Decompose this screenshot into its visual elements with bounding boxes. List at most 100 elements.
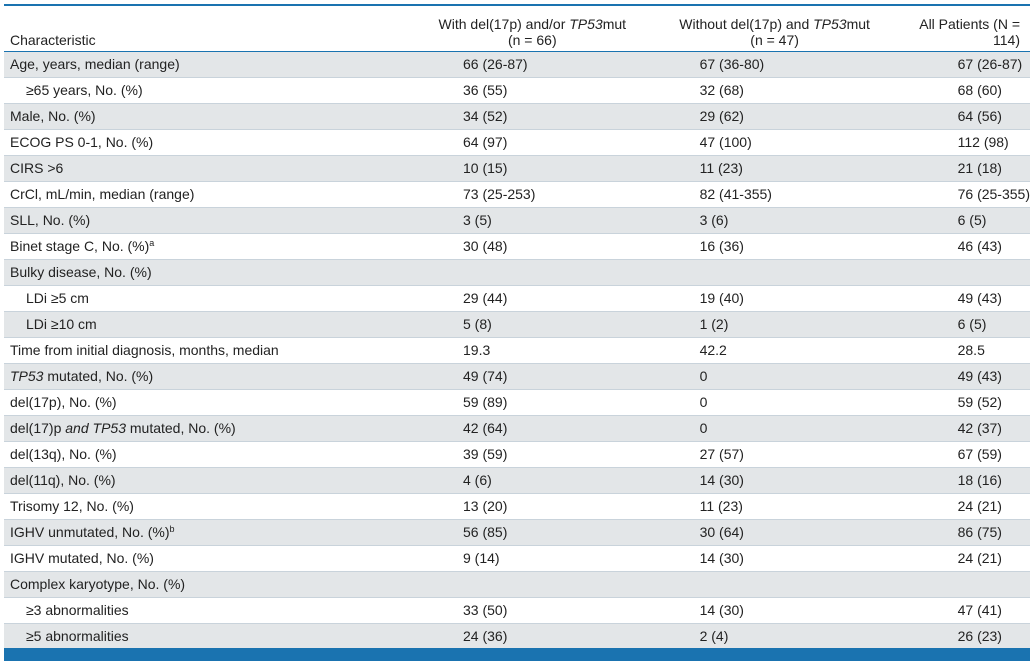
- cell-c3: [895, 571, 1030, 598]
- row-label-text: IGHV unmutated, No. (%): [10, 524, 170, 540]
- cell-c3: 64 (56): [895, 103, 1030, 130]
- row-label: del(11q), No. (%): [4, 467, 411, 494]
- row-label: SLL, No. (%): [4, 207, 411, 234]
- cell-c3: 21 (18): [895, 155, 1030, 182]
- cell-c3: 46 (43): [895, 233, 1030, 260]
- row-label-text: IGHV mutated, No. (%): [10, 550, 154, 566]
- cell-c1: 64 (97): [411, 129, 654, 156]
- cell-c1: 30 (48): [411, 233, 654, 260]
- table-row: IGHV unmutated, No. (%)b 56 (85) 30 (64) 86…: [4, 519, 1030, 546]
- row-label-text: Bulky disease, No. (%): [10, 264, 152, 280]
- table-row: ≥65 years, No. (%) 36 (55) 32 (68) 68 (60): [4, 77, 1030, 104]
- cell-c1: 10 (15): [411, 155, 654, 182]
- cell-c3: 42 (37): [895, 415, 1030, 442]
- row-label-text: Binet stage C, No. (%): [10, 238, 150, 254]
- table-row: Bulky disease, No. (%): [4, 259, 1030, 286]
- header-col1-text-b: mut: [602, 16, 627, 32]
- cell-c3: 6 (5): [895, 207, 1030, 234]
- cell-c1: 4 (6): [411, 467, 654, 494]
- row-label: del(17p), No. (%): [4, 389, 411, 416]
- header-all-patients: All Patients (N = 114): [895, 8, 1030, 52]
- table-row: del(11q), No. (%) 4 (6) 14 (30) 18 (16): [4, 467, 1030, 494]
- cell-c2: 2 (4): [653, 623, 896, 650]
- header-col2-n: (n = 47): [750, 32, 799, 48]
- row-label-text: Age, years, median (range): [10, 56, 180, 72]
- header-row: Characteristic With del(17p) and/or TP53…: [4, 8, 1030, 52]
- row-label-text: ECOG PS 0-1, No. (%): [10, 134, 154, 150]
- header-col1-text-a: With del(17p) and/or: [438, 16, 570, 32]
- cell-c1: 33 (50): [411, 597, 654, 624]
- cell-c2: 14 (30): [653, 597, 896, 624]
- row-label-text: LDi ≥10 cm: [26, 316, 97, 332]
- cell-c3: 28.5: [895, 337, 1030, 364]
- cell-c2: 67 (36-80): [653, 51, 896, 78]
- cell-c2: 30 (64): [653, 519, 896, 546]
- row-label: Complex karyotype, No. (%): [4, 571, 411, 598]
- cell-c2: 0: [653, 415, 896, 442]
- row-label-text: ≥5 abnormalities: [26, 628, 129, 644]
- cell-c3: 24 (21): [895, 493, 1030, 520]
- cell-c1: 24 (36): [411, 623, 654, 650]
- cell-c3: 26 (23): [895, 623, 1030, 650]
- row-label-text: Time from initial diagnosis, months, med…: [10, 342, 279, 358]
- row-label: Binet stage C, No. (%)a: [4, 233, 411, 260]
- row-label: Bulky disease, No. (%): [4, 259, 411, 286]
- row-label-text: mutated, No. (%): [125, 420, 236, 436]
- table-row: Binet stage C, No. (%)a 30 (48) 16 (36) 46 …: [4, 233, 1030, 260]
- table-row: LDi ≥5 cm 29 (44) 19 (40) 49 (43): [4, 285, 1030, 312]
- table-row: ≥3 abnormalities 33 (50) 14 (30) 47 (41): [4, 597, 1030, 624]
- cell-c3: 59 (52): [895, 389, 1030, 416]
- cell-c1: 3 (5): [411, 207, 654, 234]
- row-label-text: LDi ≥5 cm: [26, 290, 89, 306]
- cell-c2: 19 (40): [653, 285, 896, 312]
- header-characteristic: Characteristic: [4, 8, 411, 52]
- cell-c3: 86 (75): [895, 519, 1030, 546]
- cell-c1: 56 (85): [411, 519, 654, 546]
- cell-c2: 3 (6): [653, 207, 896, 234]
- row-label-text: ≥3 abnormalities: [26, 602, 129, 618]
- table-row: ≥5 abnormalities 24 (36) 2 (4) 26 (23): [4, 623, 1030, 650]
- cell-c2: 14 (30): [653, 545, 896, 572]
- cell-c2: 11 (23): [653, 155, 896, 182]
- table-row: TP53 mutated, No. (%) 49 (74) 0 49 (43): [4, 363, 1030, 390]
- cell-c3: 6 (5): [895, 311, 1030, 338]
- header-with-del17p: With del(17p) and/or TP53mut (n = 66): [411, 8, 654, 52]
- row-label-text: SLL, No. (%): [10, 212, 91, 228]
- cell-c1: [411, 571, 654, 598]
- row-label-text: CIRS >6: [10, 160, 64, 176]
- table-row: CrCl, mL/min, median (range) 73 (25-253) 8…: [4, 181, 1030, 208]
- cell-c1: 36 (55): [411, 77, 654, 104]
- cell-c3: 67 (59): [895, 441, 1030, 468]
- row-label: Time from initial diagnosis, months, med…: [4, 337, 411, 364]
- cell-c2: 11 (23): [653, 493, 896, 520]
- table-row: ECOG PS 0-1, No. (%) 64 (97) 47 (100) 112 (…: [4, 129, 1030, 156]
- header-col2-text-a: Without del(17p) and: [679, 16, 814, 32]
- bottom-rule: [4, 648, 1030, 661]
- cell-c3: 47 (41): [895, 597, 1030, 624]
- cell-c2: 47 (100): [653, 129, 896, 156]
- row-label: ≥3 abnormalities: [4, 597, 411, 624]
- header-without-del17p: Without del(17p) and TP53mut (n = 47): [653, 8, 896, 52]
- cell-c2: 0: [653, 389, 896, 416]
- row-label-text: Male, No. (%): [10, 108, 96, 124]
- row-label-text: Complex karyotype, No. (%): [10, 576, 186, 592]
- cell-c3: 24 (21): [895, 545, 1030, 572]
- top-rule: [4, 4, 1030, 6]
- footnote-marker: a: [149, 238, 155, 248]
- header-col1-n: (n = 66): [507, 32, 557, 48]
- row-label: Trisomy 12, No. (%): [4, 493, 411, 520]
- row-label-text: del(11q), No. (%): [10, 472, 116, 488]
- row-label: ≥5 abnormalities: [4, 623, 411, 650]
- row-label: CIRS >6: [4, 155, 411, 182]
- table-row: Time from initial diagnosis, months, med…: [4, 337, 1030, 364]
- table-row: Complex karyotype, No. (%): [4, 571, 1030, 598]
- row-label: CrCl, mL/min, median (range): [4, 181, 411, 208]
- table-row: del(13q), No. (%) 39 (59) 27 (57) 67 (59): [4, 441, 1030, 468]
- cell-c2: 14 (30): [653, 467, 896, 494]
- cell-c1: 34 (52): [411, 103, 654, 130]
- row-label-text: ≥65 years, No. (%): [26, 82, 143, 98]
- table-row: del(17p), No. (%) 59 (89) 0 59 (52): [4, 389, 1030, 416]
- row-label-text: del(17)p: [10, 420, 66, 436]
- cell-c1: 66 (26-87): [411, 51, 654, 78]
- row-label: TP53 mutated, No. (%): [4, 363, 411, 390]
